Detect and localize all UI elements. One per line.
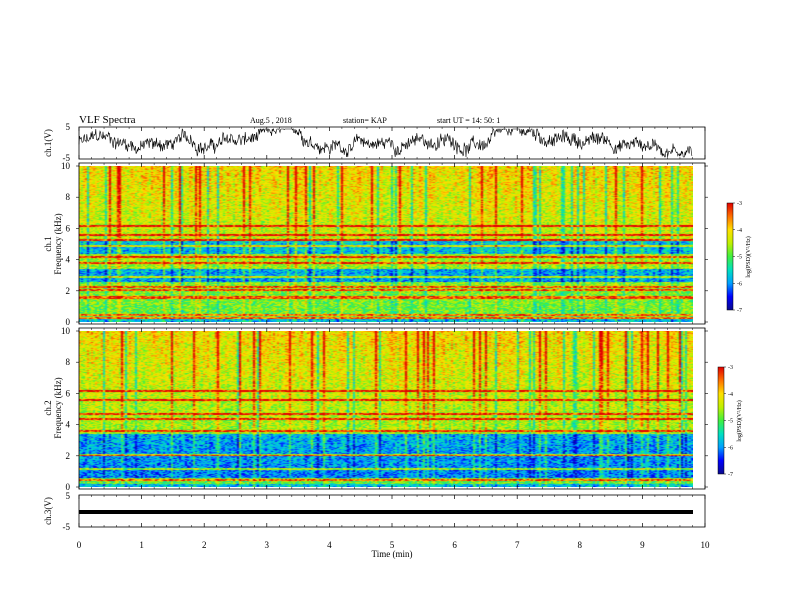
ytick-label: 10 — [61, 161, 71, 171]
ch2-spectrogram-ylabel-freq: Frequency (kHz) — [53, 377, 63, 438]
ch1-waveform-ylabel: ch.1(V) — [43, 129, 53, 157]
ch1-colorbar: -3 -4 -5 -6 -7 log(PSD)(V²/Hz) — [726, 201, 752, 314]
ch1-ytick-top: 5 — [66, 122, 71, 132]
start-ut-label: start UT = 14: 50: 1 — [437, 116, 500, 125]
ytick-label: 6 — [66, 223, 71, 233]
xtick-label: 3 — [265, 540, 270, 550]
ch2-colorbar: -3 -4 -5 -6 -7 log(PSD)(V²/Hz) — [717, 365, 743, 478]
ch1-spectrogram-ylabel-freq: Frequency (kHz) — [53, 213, 63, 274]
ch2-spectrogram-panel: 0 2 4 6 8 10 ch.2 Frequency (kHz) — [43, 326, 708, 492]
ytick-label: 2 — [66, 286, 71, 296]
ch1-spectrogram-panel: 0 2 4 6 8 10 ch.1 Frequency (kHz) — [43, 161, 708, 327]
ch3-waveform-panel: 5 -5 ch.3(V) — [43, 491, 706, 532]
colorbar-tick-label: -6 — [728, 445, 733, 451]
ch2-colorbar-gradient — [718, 367, 724, 474]
ch1-colorbar-label: log(PSD)(V²/Hz) — [745, 236, 752, 277]
time-axis-label: Time (min) — [372, 549, 413, 559]
ytick-label: 0 — [66, 317, 71, 327]
colorbar-tick-label: -7 — [728, 472, 733, 478]
ch1-waveform-frame — [78, 126, 706, 160]
colorbar-tick-label: -3 — [737, 201, 742, 207]
ch2-spectrogram-ylabel-channel: ch.2 — [43, 400, 53, 415]
ch2-colorbar-ticks: -3 -4 -5 -6 -7 — [724, 365, 733, 478]
ch2-spectrogram-image — [79, 331, 693, 487]
ch3-waveform-ylabel: ch.3(V) — [43, 497, 53, 525]
xtick-label: 9 — [640, 540, 645, 550]
ch3-ytick-top: 5 — [66, 491, 71, 501]
xtick-label: 2 — [202, 540, 207, 550]
colorbar-tick-label: -3 — [728, 365, 733, 371]
xtick-label: 8 — [578, 540, 583, 550]
ch2-colorbar-label: log(PSD)(V²/Hz) — [736, 400, 743, 441]
xtick-label: 5 — [390, 540, 395, 550]
date-label: Aug.5 , 2018 — [250, 116, 292, 125]
ch1-colorbar-ticks: -3 -4 -5 -6 -7 — [733, 201, 742, 314]
ch1-spectrogram-yticks: 0 2 4 6 8 10 — [61, 161, 708, 327]
ytick-label: 4 — [66, 420, 71, 430]
colorbar-tick-label: -5 — [737, 255, 742, 261]
ch1-ytick-bottom: -5 — [63, 153, 71, 163]
ytick-label: 4 — [66, 255, 71, 265]
ch1-spectrogram-ylabel-channel: ch.1 — [43, 236, 53, 251]
time-axis-ticks — [78, 127, 706, 527]
ytick-label: 8 — [66, 192, 71, 202]
ch1-waveform-panel: 5 -5 ch.1(V) — [43, 122, 706, 163]
ch1-waveform-trace — [78, 128, 693, 158]
ytick-label: 8 — [66, 357, 71, 367]
colorbar-tick-label: -4 — [728, 392, 733, 398]
ytick-label: 0 — [66, 482, 71, 492]
station-label: station= KAP — [343, 116, 387, 125]
ytick-label: 2 — [66, 451, 71, 461]
xtick-label: 1 — [139, 540, 144, 550]
ch2-spectrogram-yticks: 0 2 4 6 8 10 — [61, 326, 708, 492]
ch1-waveform-plot — [78, 128, 693, 158]
colorbar-tick-label: -6 — [737, 281, 742, 287]
colorbar-tick-label: -4 — [737, 228, 742, 234]
xtick-label: 4 — [327, 540, 332, 550]
colorbar-tick-label: -7 — [737, 308, 742, 314]
title: VLF Spectra — [79, 114, 136, 126]
ch3-ytick-bottom: -5 — [63, 522, 71, 532]
ytick-label: 10 — [61, 326, 71, 336]
ch1-colorbar-gradient — [727, 203, 733, 310]
time-axis-tick-labels: 0 1 2 3 4 5 6 7 8 9 10 — [77, 540, 710, 550]
ch1-spectrogram-image — [79, 166, 693, 322]
xtick-label: 10 — [701, 540, 711, 550]
xtick-label: 6 — [452, 540, 457, 550]
xtick-label: 0 — [77, 540, 82, 550]
ytick-label: 6 — [66, 388, 71, 398]
ch3-waveform-trace — [79, 510, 693, 514]
colorbar-tick-label: -5 — [728, 419, 733, 425]
xtick-label: 7 — [515, 540, 520, 550]
